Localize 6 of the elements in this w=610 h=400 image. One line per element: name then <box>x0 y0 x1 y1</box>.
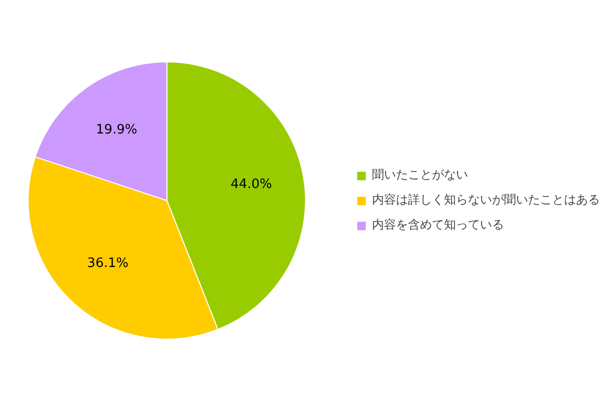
data-label: 36.1% <box>87 256 128 272</box>
data-label: 19.9% <box>96 122 138 138</box>
legend-label: 内容を含めて知っている <box>372 216 504 234</box>
legend-label: 内容は詳しく知らないが聞いたことはある <box>372 192 600 208</box>
data-label: 44.0% <box>230 176 272 192</box>
legend-label: 聞いたことがない <box>372 166 468 184</box>
